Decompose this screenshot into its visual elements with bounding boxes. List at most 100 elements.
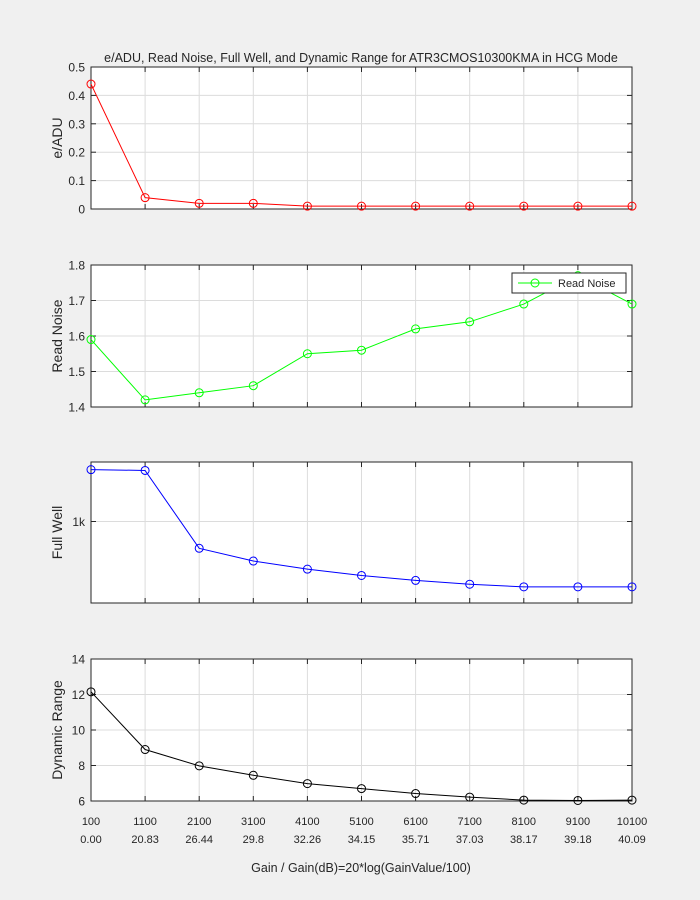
series-line [90,83,632,207]
data-point [140,745,150,755]
chart-title: e/ADU, Read Noise, Full Well, and Dynami… [104,51,618,65]
y-tick-label: 0.4 [68,89,85,103]
x-tick-label-gain: 10100 [617,816,648,828]
data-point [573,201,583,211]
x-tick-label-db: 37.03 [456,834,484,846]
x-tick-label-db: 29.8 [243,834,264,846]
x-tick-label-gain: 2100 [187,816,211,828]
data-point [194,198,204,208]
data-point [248,381,258,391]
data-point [86,335,96,345]
data-point [465,792,475,802]
y-tick-label: 6 [78,795,85,809]
data-point [194,388,204,398]
legend-label: Read Noise [558,278,615,290]
series-line [90,275,633,401]
subplot-4: 6 8 10 12 14 Dynamic Range [49,653,637,809]
y-tick-label: 0.2 [68,146,85,160]
data-point [302,201,312,211]
x-tick-label-db: 40.09 [618,834,646,846]
data-point [411,201,421,211]
y-tick-label: 1.7 [68,294,85,308]
x-tick-label-db: 35.71 [402,834,430,846]
legend: Read Noise [511,272,627,294]
data-point [248,770,258,780]
data-point [411,324,421,334]
data-point [140,193,150,203]
x-tick-labels: 100 0.00 1100 20.83 2100 26.44 3100 29.8 4100 32.… [80,816,647,846]
y-axis-label: Read Noise [49,299,65,372]
data-point [519,299,529,309]
y-tick-label: 1k [72,515,86,529]
y-tick-label: 8 [78,759,85,773]
data-point [86,465,96,475]
x-tick-label-gain: 4100 [295,816,319,828]
subplot-2: 1.4 1.5 1.6 1.7 1.8 Read Noise Read Noise [49,259,637,415]
x-axis-label: Gain / Gain(dB)=20*log(GainValue/100) [251,861,471,875]
data-point [302,564,312,574]
data-point [357,201,366,211]
y-tick-label: 14 [72,653,86,667]
data-point [411,575,421,585]
y-tick-label: 12 [72,688,86,702]
y-tick-label: 1.4 [68,401,85,415]
x-tick-label-gain: 9100 [566,816,590,828]
y-tick-label: 0.5 [68,61,85,75]
data-point [465,579,475,589]
subplot-1: 0 0.1 0.2 0.3 0.4 0.5 e/ADU [49,61,637,217]
x-tick-label-db: 20.83 [131,834,159,846]
data-point [248,556,258,566]
data-point [573,582,583,592]
y-tick-label: 0.3 [68,117,85,131]
y-axis-label: Full Well [49,506,65,559]
x-tick-label-gain: 5100 [349,816,373,828]
y-tick-label: 0.1 [68,174,85,188]
data-point [86,79,96,89]
x-tick-label-gain: 6100 [403,816,427,828]
data-point [519,582,529,592]
x-tick-label-gain: 1100 [133,816,157,828]
data-point [357,570,366,580]
data-point [519,201,529,211]
x-tick-label-gain: 3100 [241,816,265,828]
data-point [194,761,204,771]
legend-marker [530,278,540,288]
x-tick-label-db: 38.17 [510,834,538,846]
data-point [627,299,637,309]
data-point [627,201,637,211]
x-tick-label-db: 32.26 [294,834,322,846]
data-point [140,465,150,475]
subplots: 0 0.1 0.2 0.3 0.4 0.5 e/ADU 1.4 1.5 1.6 1.7 1.8 Read… [49,61,637,809]
y-tick-label: 1.8 [68,259,85,273]
x-tick-label-gain: 7100 [457,816,481,828]
series-line [90,469,632,588]
y-tick-label: 0 [78,203,85,217]
y-axis-label: Dynamic Range [49,680,65,780]
data-point [248,198,258,208]
y-tick-label: 10 [72,724,86,738]
data-point [519,795,529,805]
data-point [411,789,421,799]
axes-box [90,66,633,210]
axes-box [90,461,633,604]
data-point [627,795,637,805]
data-point [627,582,637,592]
series-line [90,691,633,801]
y-tick-label: 1.5 [68,365,85,379]
data-point [357,784,366,794]
x-tick-label-db: 34.15 [348,834,376,846]
x-tick-label-db: 39.18 [564,834,592,846]
subplot-3: 1k Full Well [49,461,637,604]
x-tick-label-db: 26.44 [185,834,213,846]
axes-box [90,658,633,802]
data-point [357,345,366,355]
legend-box [511,272,627,294]
x-tick-label-gain: 8100 [512,816,536,828]
data-point [573,795,583,805]
data-point [140,395,150,405]
data-point [86,687,96,697]
data-point [465,201,475,211]
x-tick-label-db: 0.00 [80,834,101,846]
y-axis-label: e/ADU [49,117,65,158]
